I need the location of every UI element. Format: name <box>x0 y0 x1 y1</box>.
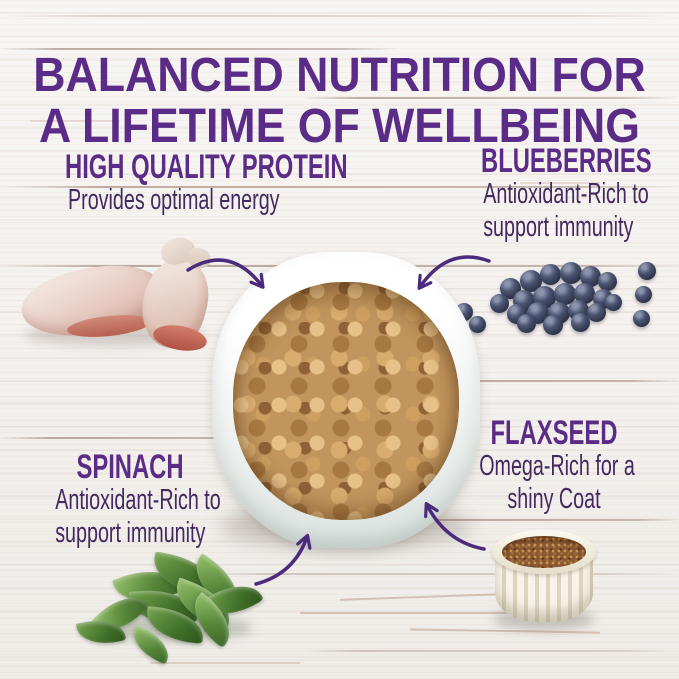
flaxseed-fill <box>502 536 586 568</box>
plank-seam <box>200 573 679 575</box>
blueberry <box>638 262 656 280</box>
blueberry <box>560 262 582 284</box>
spinach-body-line: Antioxidant-Rich to <box>55 484 221 516</box>
spinach-image <box>75 543 278 665</box>
blueberry <box>574 283 595 304</box>
blueberry <box>571 313 590 332</box>
flaxseed-ramekin-image <box>492 524 596 632</box>
page-title: BALANCED NUTRITION FOR A LIFETIME OF WELL… <box>0 50 679 152</box>
blueberry <box>469 316 486 333</box>
wood-grain <box>300 612 510 614</box>
title-line-1: BALANCED NUTRITION FOR <box>33 49 646 103</box>
plank-seam <box>0 186 679 188</box>
plank-seam <box>300 650 679 652</box>
blueberry <box>520 270 542 292</box>
flaxseed-body-line: shiny Coat <box>507 483 601 515</box>
flaxseed-body-line: Omega-Rich for a <box>479 450 635 482</box>
chicken-image <box>15 232 220 355</box>
wood-grain <box>30 120 120 122</box>
wood-grain <box>520 182 600 184</box>
plank-seam <box>0 48 400 50</box>
protein-body-line: Provides optimal energy <box>68 184 280 216</box>
wood-grain <box>150 662 300 664</box>
spinach-heading: SPINACH <box>76 448 184 486</box>
blueberry <box>540 264 561 285</box>
kibble-bowl-image <box>212 252 480 548</box>
callout-spinach: SPINACH Antioxidant-Rich to support immu… <box>20 450 240 550</box>
blueberry <box>635 286 652 303</box>
plank-seam <box>0 15 679 17</box>
blueberries-heading: BLUEBERRIES <box>481 142 652 180</box>
callout-flaxseed: FLAXSEED Omega-Rich for a shiny Coat <box>444 416 664 516</box>
blueberries-body-line: support immunity <box>483 211 634 243</box>
blueberry <box>543 315 563 335</box>
blueberries-body-line: Antioxidant-Rich to <box>483 178 649 210</box>
blueberry <box>633 310 650 327</box>
kibble <box>233 282 459 520</box>
flaxseed-heading: FLAXSEED <box>490 414 618 452</box>
plank-seam <box>0 437 340 439</box>
blueberry <box>598 272 617 291</box>
wood-grain <box>340 593 500 601</box>
plank-seam <box>400 519 679 521</box>
blueberry <box>490 294 509 313</box>
blueberry <box>554 283 576 305</box>
blueberries-image <box>455 250 667 338</box>
blueberry <box>605 294 622 311</box>
callout-blueberries: BLUEBERRIES Antioxidant-Rich to support … <box>448 144 668 244</box>
plank-seam <box>360 380 679 382</box>
bowl <box>212 252 480 548</box>
callout-protein: HIGH QUALITY PROTEIN Provides optimal en… <box>20 148 348 217</box>
blueberry <box>587 303 606 322</box>
protein-heading: HIGH QUALITY PROTEIN <box>65 148 348 186</box>
blueberry <box>580 266 601 287</box>
plank-seam <box>300 97 679 99</box>
blueberry <box>517 314 536 333</box>
spinach-body-line: support immunity <box>55 517 206 549</box>
title-line-2: A LIFETIME OF WELLBEING <box>39 100 640 154</box>
